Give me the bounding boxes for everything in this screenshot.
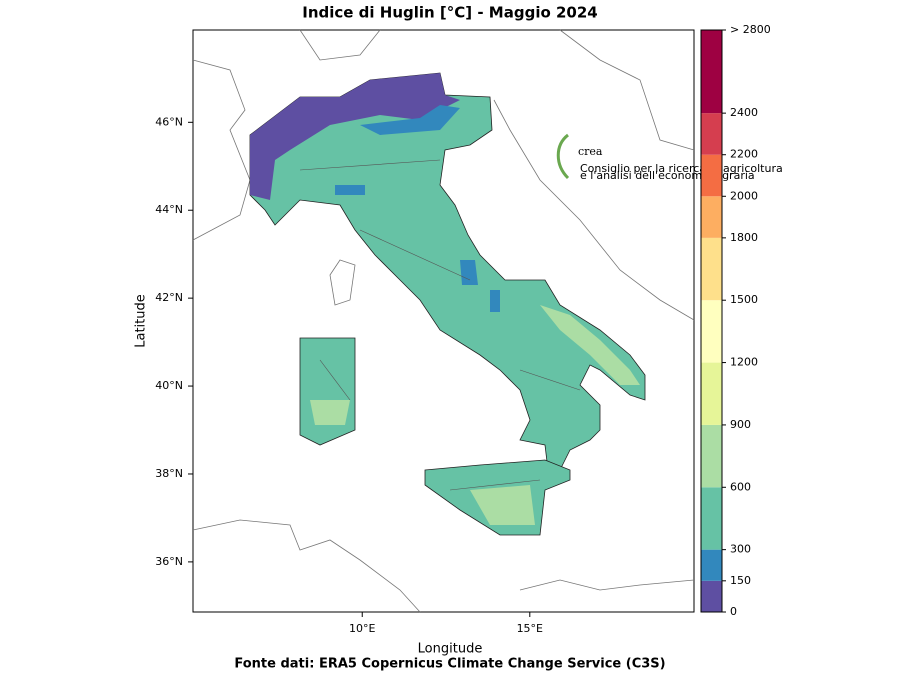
colorbar-tick-label: 2000 [730,189,758,202]
colorbar-tick-label: 1800 [730,231,758,244]
colorbar-segment [701,30,722,114]
colorbar-segment [701,300,722,363]
colorbar-tick-label: 1200 [730,356,758,369]
title: Indice di Huglin [°C] - Maggio 2024 [302,4,598,22]
x-tick-label: 10°E [349,622,375,635]
x-axis-label: Longitude [418,642,483,657]
colorbar-tick-label: 600 [730,480,751,493]
source-note: Fonte dati: ERA5 Copernicus Climate Chan… [234,657,665,672]
colorbar-tick-label: 0 [730,605,737,618]
y-tick-label: 42°N [155,291,183,304]
logo-name: crea [578,145,603,158]
colorbar-tick-label: 900 [730,418,751,431]
logo-tagline: e l'analisi dell'economia agraria [580,169,755,182]
logo-tagline: Consiglio per la ricerca in agricoltura [580,162,783,175]
y-tick-label: 46°N [155,115,183,128]
colorbar-segment [701,580,722,612]
colorbar-tick-label: 1500 [730,293,758,306]
y-tick-label: 40°N [155,379,183,392]
y-tick-label: 36°N [155,555,183,568]
basemap [192,29,695,613]
colorbar-segment [701,549,722,581]
colorbar-tick-label: 150 [730,574,751,587]
colorbar-segment [701,487,722,550]
colorbar-segment [701,196,722,238]
colorbar-segment [701,113,722,155]
x-tick-label: 15°E [517,622,543,635]
colorbar-tick-label: 2200 [730,148,758,161]
colorbar-segment [701,154,722,197]
y-axis-label: Latitude [134,294,149,348]
colorbar-frame [700,29,723,613]
colorbar-segment [701,424,722,488]
y-tick-label: 38°N [155,467,183,480]
y-tick-label: 44°N [155,203,183,216]
colorbar-tick-label: 300 [730,543,751,556]
colorbar-segment [701,362,722,425]
colorbar-segment [701,237,722,301]
colorbar-tick-label: 2400 [730,106,758,119]
colorbar-tick-label: > 2800 [730,23,771,36]
